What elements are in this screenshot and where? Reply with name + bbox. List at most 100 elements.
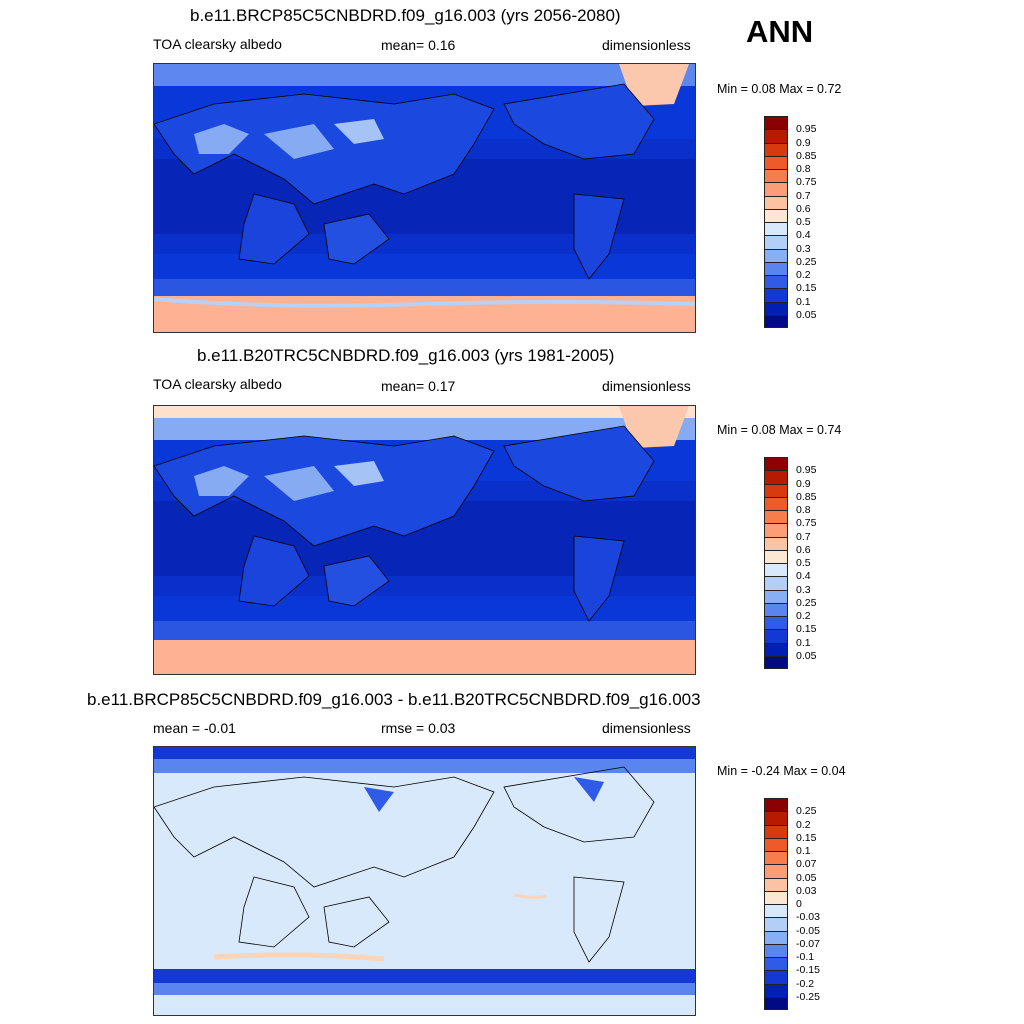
colorbar-label: 0.95 <box>796 464 817 477</box>
colorbar-swatch <box>764 483 788 497</box>
colorbar-label: 0.95 <box>796 123 817 136</box>
colorbar-swatch <box>764 496 788 510</box>
panel-1-title: b.e11.BRCP85C5CNBDRD.f09_g16.003 (yrs 20… <box>190 6 621 25</box>
colorbar-label: 0.15 <box>796 282 817 295</box>
panel-3-colorbar: 0.25 0.2 0.15 0.1 0.07 0.05 0.03 0 -0.03 -0.05 -0.… <box>764 798 820 1010</box>
colorbar-label: -0.15 <box>796 964 820 977</box>
colorbar-swatch <box>764 195 788 209</box>
colorbar-label: 0.05 <box>796 871 817 884</box>
panel-1-units: dimensionless <box>602 37 691 53</box>
colorbar-swatch <box>764 851 788 865</box>
panel-1-map <box>153 63 696 333</box>
colorbar-label: 0.03 <box>796 884 817 897</box>
colorbar-swatch <box>764 943 788 957</box>
panel-3-units: dimensionless <box>602 720 691 736</box>
colorbar-label: 0.2 <box>796 818 811 831</box>
colorbar-swatch <box>764 301 788 315</box>
colorbar-swatch <box>764 182 788 196</box>
panel-3-title: b.e11.BRCP85C5CNBDRD.f09_g16.003 - b.e11… <box>87 690 701 709</box>
colorbar-label: 0.3 <box>796 583 811 596</box>
colorbar-label: 0.85 <box>796 149 817 162</box>
colorbar-swatch <box>764 314 788 328</box>
colorbar-label: 0.05 <box>796 649 817 662</box>
colorbar-label: 0.9 <box>796 477 811 490</box>
colorbar-label: 0.6 <box>796 202 811 215</box>
colorbar-swatch <box>764 288 788 302</box>
colorbar-label: 0.1 <box>796 845 811 857</box>
colorbar-label: -0.05 <box>796 924 820 937</box>
colorbar-label: 0.5 <box>796 557 811 569</box>
colorbar-label: 0.25 <box>796 805 817 818</box>
panel-2-mean: mean= 0.17 <box>381 378 456 394</box>
panel-1-minmax: Min = 0.08 Max = 0.72 <box>717 82 842 96</box>
colorbar-swatch <box>764 970 788 984</box>
colorbar-swatch <box>764 155 788 169</box>
colorbar-swatch <box>764 261 788 275</box>
colorbar-swatch <box>764 222 788 236</box>
colorbar-swatch <box>764 837 788 851</box>
colorbar-label: 0.25 <box>796 255 817 268</box>
colorbar-swatch <box>764 523 788 537</box>
colorbar-label: 0.75 <box>796 176 817 189</box>
colorbar-swatch <box>764 275 788 289</box>
colorbar-swatch <box>764 629 788 643</box>
colorbar-swatch <box>764 510 788 524</box>
colorbar-swatch <box>764 563 788 577</box>
colorbar-swatch <box>764 589 788 603</box>
colorbar-label: 0.4 <box>796 570 811 583</box>
colorbar-label: 0.4 <box>796 229 811 242</box>
colorbar-label: 0.15 <box>796 831 817 844</box>
colorbar-label: -0.03 <box>796 911 820 924</box>
colorbar-label: -0.07 <box>796 937 820 950</box>
colorbar-label: 0.7 <box>796 189 811 202</box>
panel-2-variable: TOA clearsky albedo <box>153 376 282 392</box>
colorbar-label: -0.2 <box>796 977 815 990</box>
colorbar-swatch <box>764 996 788 1010</box>
panel-2-map-plot <box>154 406 695 674</box>
colorbar-swatch <box>764 824 788 838</box>
colorbar-swatch <box>764 549 788 563</box>
panel-2-title: b.e11.B20TRC5CNBDRD.f09_g16.003 (yrs 198… <box>197 346 615 365</box>
colorbar-label: 0.15 <box>796 623 817 636</box>
colorbar-label: 0.1 <box>796 295 811 308</box>
panel-2-map <box>153 405 696 675</box>
colorbar-label: 0 <box>796 898 802 910</box>
colorbar-label: 0.75 <box>796 517 817 530</box>
panel-1-mean: mean= 0.16 <box>381 37 456 53</box>
colorbar-swatch <box>764 142 788 156</box>
season-label: ANN <box>746 14 814 49</box>
colorbar-swatch <box>764 904 788 918</box>
colorbar-swatch <box>764 811 788 825</box>
panel-1-colorbar: 0.95 0.9 0.85 0.8 0.75 0.7 0.6 0.5 0.4 0.3 0.25 0.2… <box>764 116 816 328</box>
colorbar-label: 0.3 <box>796 242 811 255</box>
panel-1-map-plot <box>154 64 695 332</box>
colorbar-label: 0.2 <box>796 269 811 281</box>
colorbar-label: -0.25 <box>796 990 820 1003</box>
colorbar-label: 0.8 <box>796 504 811 516</box>
colorbar-swatch <box>764 576 788 590</box>
colorbar-swatch <box>764 602 788 616</box>
panel-2-units: dimensionless <box>602 378 691 394</box>
colorbar-label: 0.9 <box>796 136 811 149</box>
panel-2-colorbar: 0.95 0.9 0.85 0.8 0.75 0.7 0.6 0.5 0.4 0.3 0.25 0.2… <box>764 457 816 669</box>
colorbar-swatch <box>764 616 788 630</box>
colorbar-swatch <box>764 917 788 931</box>
colorbar-swatch <box>764 655 788 669</box>
colorbar-label: 0.07 <box>796 858 817 871</box>
colorbar-swatch <box>764 957 788 971</box>
colorbar-swatch <box>764 930 788 944</box>
colorbar-label: 0.1 <box>796 636 811 649</box>
panel-3-minmax: Min = -0.24 Max = 0.04 <box>717 764 846 778</box>
colorbar-label: -0.1 <box>796 951 815 963</box>
colorbar-swatch <box>764 470 788 484</box>
panel-3-map <box>153 746 696 1016</box>
colorbar-swatch <box>764 116 788 130</box>
colorbar-swatch <box>764 208 788 222</box>
colorbar-label: 0.5 <box>796 216 811 228</box>
colorbar-label: 0.2 <box>796 610 811 622</box>
panel-3-rmse: rmse = 0.03 <box>381 720 456 736</box>
panel-3-map-plot <box>154 747 695 1015</box>
colorbar-label: 0.6 <box>796 543 811 556</box>
panel-2-minmax: Min = 0.08 Max = 0.74 <box>717 423 842 437</box>
colorbar-label: 0.8 <box>796 163 811 175</box>
